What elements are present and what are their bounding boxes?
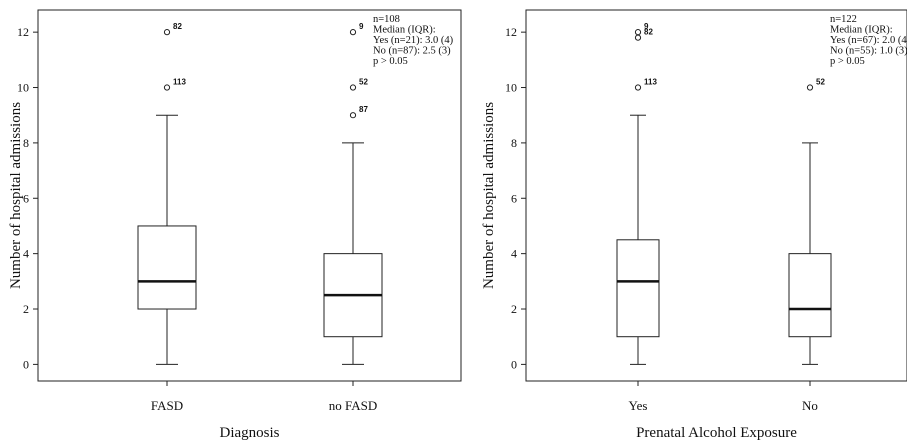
y-axis-title: Number of hospital admissions — [481, 102, 497, 289]
outlier-label: 9 — [644, 22, 649, 31]
y-tick-label: 2 — [511, 302, 517, 316]
iqr-box — [137, 225, 197, 310]
y-tick-label: 6 — [23, 191, 29, 205]
annotation-line: Median (IQR): — [373, 25, 436, 36]
annotation-line: Median (IQR): — [830, 25, 893, 36]
outlier-point — [806, 84, 814, 91]
outlier-point — [349, 112, 357, 119]
y-tick-label: 4 — [511, 247, 517, 261]
annotation-line: n=122 — [830, 14, 857, 25]
y-tick-label: 4 — [23, 247, 29, 261]
y-tick-label: 12 — [505, 25, 517, 39]
outlier-label: 82 — [644, 28, 653, 37]
outlier-label: 113 — [644, 78, 657, 87]
annotation-line: No (n=55): 1.0 (3) — [830, 46, 907, 57]
y-tick-label: 10 — [505, 81, 517, 95]
y-tick-label: 8 — [23, 136, 29, 150]
y-tick-label: 10 — [17, 81, 29, 95]
annotation-line: p > 0.05 — [830, 56, 865, 67]
outlier-label: 87 — [359, 105, 368, 114]
x-axis-title: Diagnosis — [220, 425, 280, 440]
y-tick-label: 12 — [17, 25, 29, 39]
outlier-label: 113 — [173, 78, 186, 87]
y-tick-label: 0 — [23, 357, 29, 371]
outlier-point — [634, 34, 642, 41]
outlier-point — [349, 84, 357, 91]
box-no-fasd: 87 52 9 — [323, 22, 383, 365]
x-tick-label: No — [802, 398, 818, 413]
iqr-box — [616, 239, 660, 338]
outlier-label: 52 — [816, 78, 825, 87]
box-fasd: 113 82 — [137, 22, 197, 365]
x-tick-label: FASD — [151, 398, 183, 413]
chart-panel-1: 0 2 4 6 8 10 12 Number of hospital admissions FA… — [8, 9, 462, 440]
x-tick-label: Yes — [629, 398, 648, 413]
iqr-box — [788, 253, 832, 338]
outlier-point — [634, 84, 642, 91]
y-tick-label: 8 — [511, 136, 517, 150]
outlier-label: 9 — [359, 22, 364, 31]
outlier-label: 52 — [359, 78, 368, 87]
outlier-point — [349, 29, 357, 36]
annotation-line: p > 0.05 — [373, 56, 408, 67]
box-yes: 113 982 — [616, 22, 660, 365]
annotation-line: Yes (n=67): 2.0 (4 — [830, 35, 907, 46]
x-tick-label: no FASD — [329, 398, 378, 413]
outlier-point — [163, 84, 171, 91]
annotation-line: Yes (n=21): 3.0 (4) — [373, 35, 454, 46]
plot-frame — [37, 9, 462, 382]
y-tick-label: 0 — [511, 357, 517, 371]
outlier-point — [634, 29, 642, 36]
annotation-line: n=108 — [373, 14, 400, 25]
y-tick-label: 2 — [23, 302, 29, 316]
outlier-label: 82 — [173, 22, 182, 31]
y-axis-title: Number of hospital admissions — [8, 102, 24, 289]
chart-panel-2: 0 2 4 6 8 10 12 Number of hospital admissions Ye… — [481, 9, 907, 440]
plot-frame — [525, 9, 907, 382]
x-axis-title: Prenatal Alcohol Exposure — [636, 425, 797, 440]
annotation-line: No (n=87): 2.5 (3) — [373, 46, 451, 57]
box-no: 52 — [788, 78, 832, 365]
y-tick-label: 6 — [511, 191, 517, 205]
outlier-point — [163, 29, 171, 36]
